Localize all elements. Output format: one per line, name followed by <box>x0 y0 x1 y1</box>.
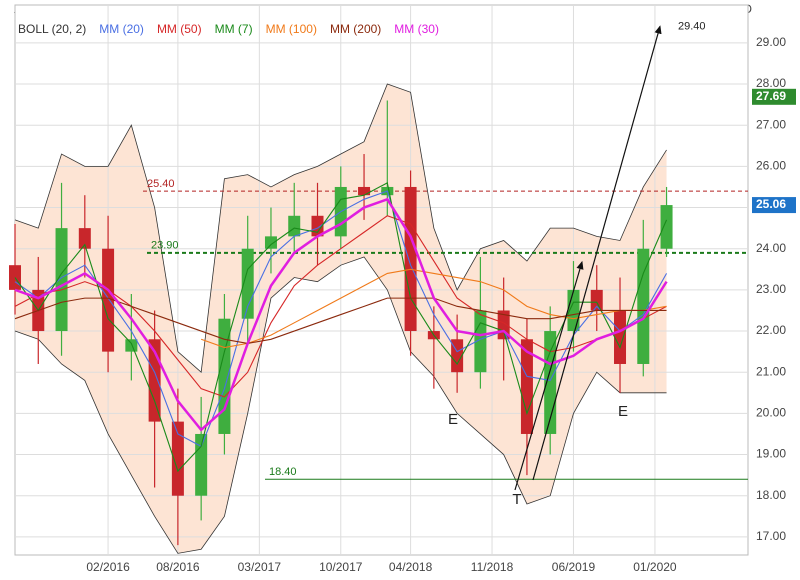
legend-item: BOLL (20, 2) <box>18 22 87 36</box>
candle-body <box>637 248 650 364</box>
bollinger-lower <box>14 256 667 554</box>
y-tick-label: 29.00 <box>756 35 786 49</box>
price-tag-label: 27.69 <box>756 89 786 103</box>
candle-body <box>55 228 68 332</box>
x-tick-label: 04/2018 <box>389 560 433 574</box>
candle-body <box>660 205 673 249</box>
legend-item: MM (7) <box>214 22 253 36</box>
y-tick-label: 21.00 <box>756 364 786 378</box>
candle-body <box>404 186 417 332</box>
level-label: 23.90 <box>151 240 179 252</box>
candle-body <box>102 248 115 352</box>
level-label: 25.40 <box>147 178 175 190</box>
annotation: T <box>512 491 521 508</box>
y-tick-label: 20.00 <box>756 406 786 420</box>
x-tick-label: 03/2017 <box>238 560 282 574</box>
legend-item: MM (50) <box>156 22 202 36</box>
legend-item: MM (30) <box>394 22 439 36</box>
y-tick-label: 26.00 <box>756 159 786 173</box>
x-tick-label: 11/2018 <box>471 560 514 574</box>
candle-body <box>195 433 208 496</box>
level-label: 18.40 <box>269 466 297 478</box>
candle-body <box>358 186 371 196</box>
candle-body <box>125 339 138 352</box>
last-price-tag <box>752 197 796 214</box>
legend-item: MM (100) <box>265 22 317 36</box>
y-tick-label: 17.00 <box>756 529 786 543</box>
y-tick-label: 23.00 <box>756 282 786 296</box>
y-tick-label: 19.00 <box>756 447 786 461</box>
y-tick-label: 18.00 <box>756 488 786 502</box>
candle-body <box>614 310 627 364</box>
candle-body <box>264 236 277 249</box>
legend-item: MM (200) <box>329 22 382 36</box>
x-tick-label: 02/2016 <box>86 560 130 574</box>
ma-line <box>14 190 668 448</box>
x-tick-label: 08/2016 <box>156 560 200 574</box>
ma-line <box>14 197 668 432</box>
candle-body <box>590 289 603 311</box>
candle-body <box>171 421 184 496</box>
x-tick-label: 01/2020 <box>633 560 677 574</box>
last-price-tag-label: 25.06 <box>756 197 786 211</box>
x-tick-label: 10/2017 <box>319 560 363 574</box>
ma-line <box>14 297 667 344</box>
candle-body <box>474 310 487 373</box>
x-tick-label: 06/2019 <box>552 560 596 574</box>
price-tag <box>752 88 796 105</box>
bollinger-upper <box>14 83 667 374</box>
ma-line <box>200 268 667 349</box>
target-label: 29.40 <box>678 20 706 32</box>
candle-body <box>288 215 301 237</box>
ma-line <box>14 215 667 398</box>
target-arrow <box>532 25 662 481</box>
candle-body <box>78 228 91 249</box>
candle-body <box>9 265 21 290</box>
candle-body <box>520 339 533 434</box>
legend-item: MM (20) <box>99 22 144 36</box>
annotation: E <box>618 403 628 420</box>
y-tick-label: 27.00 <box>756 117 786 131</box>
ma-line <box>14 182 668 473</box>
y-tick-label: 28.00 <box>756 76 786 90</box>
trend-arrow <box>514 260 584 491</box>
y-tick-label: 24.00 <box>756 241 786 255</box>
legend: BOLL (20, 2) MM (20) MM (50) MM (7) MM (100)… <box>18 22 452 36</box>
y-tick-label: 22.00 <box>756 323 786 337</box>
annotation: E <box>448 411 458 428</box>
